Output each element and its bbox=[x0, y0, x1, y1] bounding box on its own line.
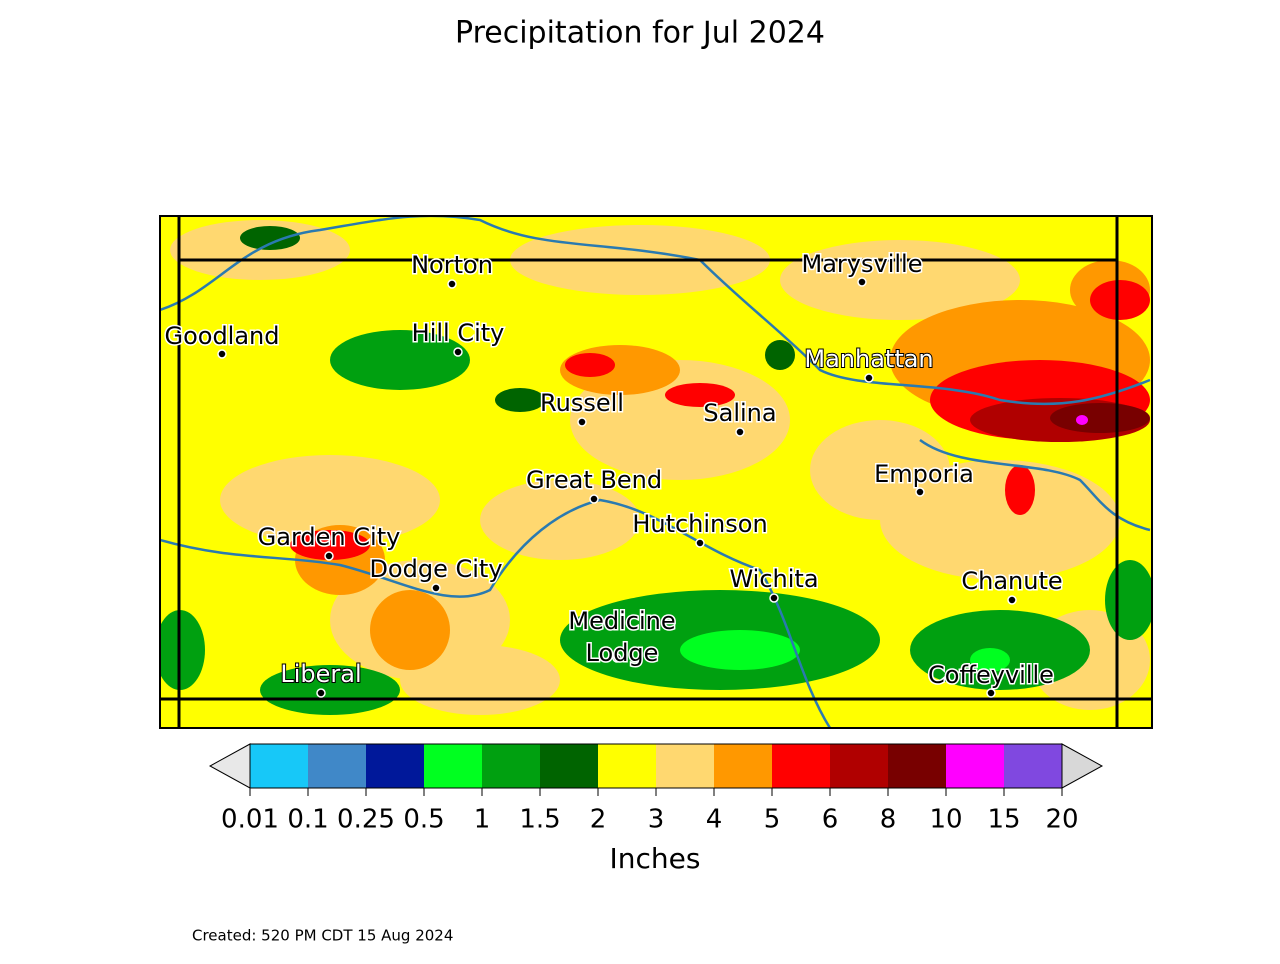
city-dot bbox=[324, 551, 334, 561]
colorbar-tick-label: 1.5 bbox=[519, 805, 560, 835]
city-label: Manhattan bbox=[804, 345, 933, 373]
city-label: Emporia bbox=[874, 460, 974, 488]
colorbar-tick-label: 0.25 bbox=[337, 805, 395, 835]
colorbar-bin bbox=[424, 744, 482, 788]
city-label: Great Bend bbox=[526, 466, 662, 494]
city-dot bbox=[986, 688, 996, 698]
title: Precipitation for Jul 2024 bbox=[455, 16, 825, 51]
colorbar-bin bbox=[656, 744, 714, 788]
city-label: Liberal bbox=[280, 660, 361, 688]
city-dot bbox=[453, 347, 463, 357]
city-label: Coffeyville bbox=[928, 661, 1054, 689]
city-dot bbox=[1007, 595, 1017, 605]
colorbar-bin bbox=[308, 744, 366, 788]
colorbar-extend-low bbox=[208, 743, 251, 789]
colorbar-tick-label: 1 bbox=[474, 805, 491, 835]
city-label: Chanute bbox=[961, 567, 1062, 595]
colorbar-bin bbox=[772, 744, 830, 788]
city-label: Norton bbox=[411, 251, 493, 279]
city-dot bbox=[695, 538, 705, 548]
city-dot bbox=[217, 349, 227, 359]
city-dot bbox=[612, 653, 622, 663]
city-label: Goodland bbox=[164, 322, 279, 350]
colorbar-bin bbox=[540, 744, 598, 788]
colorbar-tick-label: 20 bbox=[1045, 805, 1078, 835]
city-dot bbox=[915, 487, 925, 497]
colorbar-tick-label: 2 bbox=[590, 805, 607, 835]
city-dot bbox=[431, 583, 441, 593]
city-dot bbox=[447, 279, 457, 289]
colorbar-bin bbox=[830, 744, 888, 788]
colorbar-bin bbox=[946, 744, 1004, 788]
city-label: Wichita bbox=[729, 565, 818, 593]
city-label: Hutchinson bbox=[632, 510, 767, 538]
city-dot bbox=[769, 593, 779, 603]
city-label: Dodge City bbox=[369, 555, 502, 583]
colorbar: 0.01 0.1 0.25 0.5 1 1.5 2 3 4 5 6 8 10 15 20 bbox=[208, 743, 1104, 835]
city-dot bbox=[589, 494, 599, 504]
colorbar-tick-label: 15 bbox=[987, 805, 1020, 835]
city-dot bbox=[864, 373, 874, 383]
colorbar-tick-label: 3 bbox=[648, 805, 665, 835]
colorbar-tick-label: 0.01 bbox=[221, 805, 279, 835]
city-dot bbox=[316, 688, 326, 698]
colorbar-bin bbox=[482, 744, 540, 788]
cities: Norton Marysville Goodland Hill City Manhatt… bbox=[163, 249, 1064, 698]
colorbar-bin bbox=[888, 744, 946, 788]
colorbar-tick-label: 5 bbox=[764, 805, 781, 835]
colorbar-tick-label: 4 bbox=[706, 805, 723, 835]
city-label: Garden City bbox=[258, 523, 401, 551]
city-label: Marysville bbox=[802, 250, 923, 278]
colorbar-bin bbox=[366, 744, 424, 788]
city-dot bbox=[577, 417, 587, 427]
colorbar-tick-label: 10 bbox=[929, 805, 962, 835]
map bbox=[159, 215, 1153, 729]
colorbar-label: Inches bbox=[610, 842, 701, 875]
city-label: Medicine Lodge bbox=[568, 607, 675, 667]
city-label: Salina bbox=[703, 399, 776, 427]
city-label: Hill City bbox=[412, 319, 505, 347]
colorbar-bin bbox=[250, 744, 308, 788]
colorbar-tick-label: 0.5 bbox=[403, 805, 444, 835]
colorbar-extend-high bbox=[1061, 743, 1104, 789]
colorbar-tick-label: 6 bbox=[822, 805, 839, 835]
city-dot bbox=[857, 277, 867, 287]
colorbar-bin bbox=[1004, 744, 1062, 788]
colorbar-bin bbox=[714, 744, 772, 788]
footer: Created: 520 PM CDT 15 Aug 2024 bbox=[192, 927, 453, 945]
colorbar-bin bbox=[598, 744, 656, 788]
colorbar-tick-label: 8 bbox=[880, 805, 897, 835]
city-dot bbox=[735, 427, 745, 437]
city-label: Russell bbox=[540, 389, 624, 417]
colorbar-tick-label: 0.1 bbox=[287, 805, 328, 835]
